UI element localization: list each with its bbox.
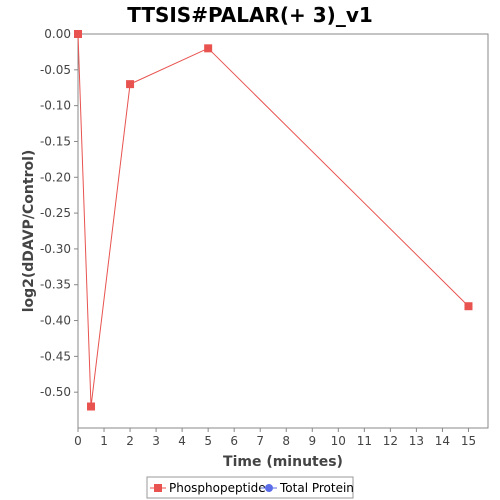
legend-box — [146, 476, 354, 499]
y-tick-label: -0.30 — [40, 242, 71, 256]
y-tick-label: -0.45 — [40, 349, 71, 363]
x-tick-label: 4 — [178, 434, 186, 448]
y-tick-label: -0.15 — [40, 134, 71, 148]
y-tick-label: -0.40 — [40, 314, 71, 328]
data-point — [126, 80, 135, 89]
y-tick-label: 0.00 — [44, 27, 71, 41]
x-tick-label: 10 — [331, 434, 346, 448]
legend-marker — [265, 484, 273, 492]
plot-area — [77, 33, 489, 429]
y-tick-label: -0.10 — [40, 99, 71, 113]
legend-marker — [154, 484, 162, 492]
legend: Phosphopeptide Total Protein — [146, 476, 354, 499]
x-tick-label: 6 — [230, 434, 238, 448]
x-tick-label: 2 — [126, 434, 134, 448]
x-tick-label: 14 — [435, 434, 450, 448]
data-point — [204, 44, 213, 53]
x-axis: 0 1 2 3 4 5 6 7 8 9 10 11 12 13 14 15 — [74, 428, 476, 448]
chart-title: TTSIS#PALAR(+ 3)_v1 — [127, 3, 373, 27]
x-tick-label: 15 — [461, 434, 476, 448]
y-axis-label: log2(dDAVP/Control) — [21, 150, 37, 313]
data-point — [87, 402, 96, 411]
x-tick-label: 12 — [383, 434, 398, 448]
x-tick-label: 13 — [409, 434, 424, 448]
y-axis: 0.00 -0.05 -0.10 -0.15 -0.20 -0.25 -0.30 -0.35 -… — [40, 27, 78, 399]
x-tick-label: 5 — [204, 434, 212, 448]
y-tick-label: -0.20 — [40, 170, 71, 184]
x-tick-label: 9 — [308, 434, 316, 448]
y-tick-label: -0.25 — [40, 206, 71, 220]
legend-label: Phosphopeptide — [169, 481, 266, 495]
series-layer — [74, 30, 473, 411]
x-axis-label: Time (minutes) — [223, 454, 343, 470]
x-tick-label: 7 — [256, 434, 264, 448]
data-point — [464, 302, 473, 311]
legend-label: Total Protein — [279, 481, 354, 495]
x-tick-label: 11 — [357, 434, 372, 448]
y-tick-label: -0.35 — [40, 278, 71, 292]
y-tick-label: -0.05 — [40, 63, 71, 77]
data-point — [74, 30, 82, 38]
x-tick-label: 1 — [100, 434, 108, 448]
x-tick-label: 8 — [282, 434, 290, 448]
x-tick-label: 0 — [74, 434, 82, 448]
y-tick-label: -0.50 — [40, 385, 71, 399]
x-tick-label: 3 — [152, 434, 160, 448]
